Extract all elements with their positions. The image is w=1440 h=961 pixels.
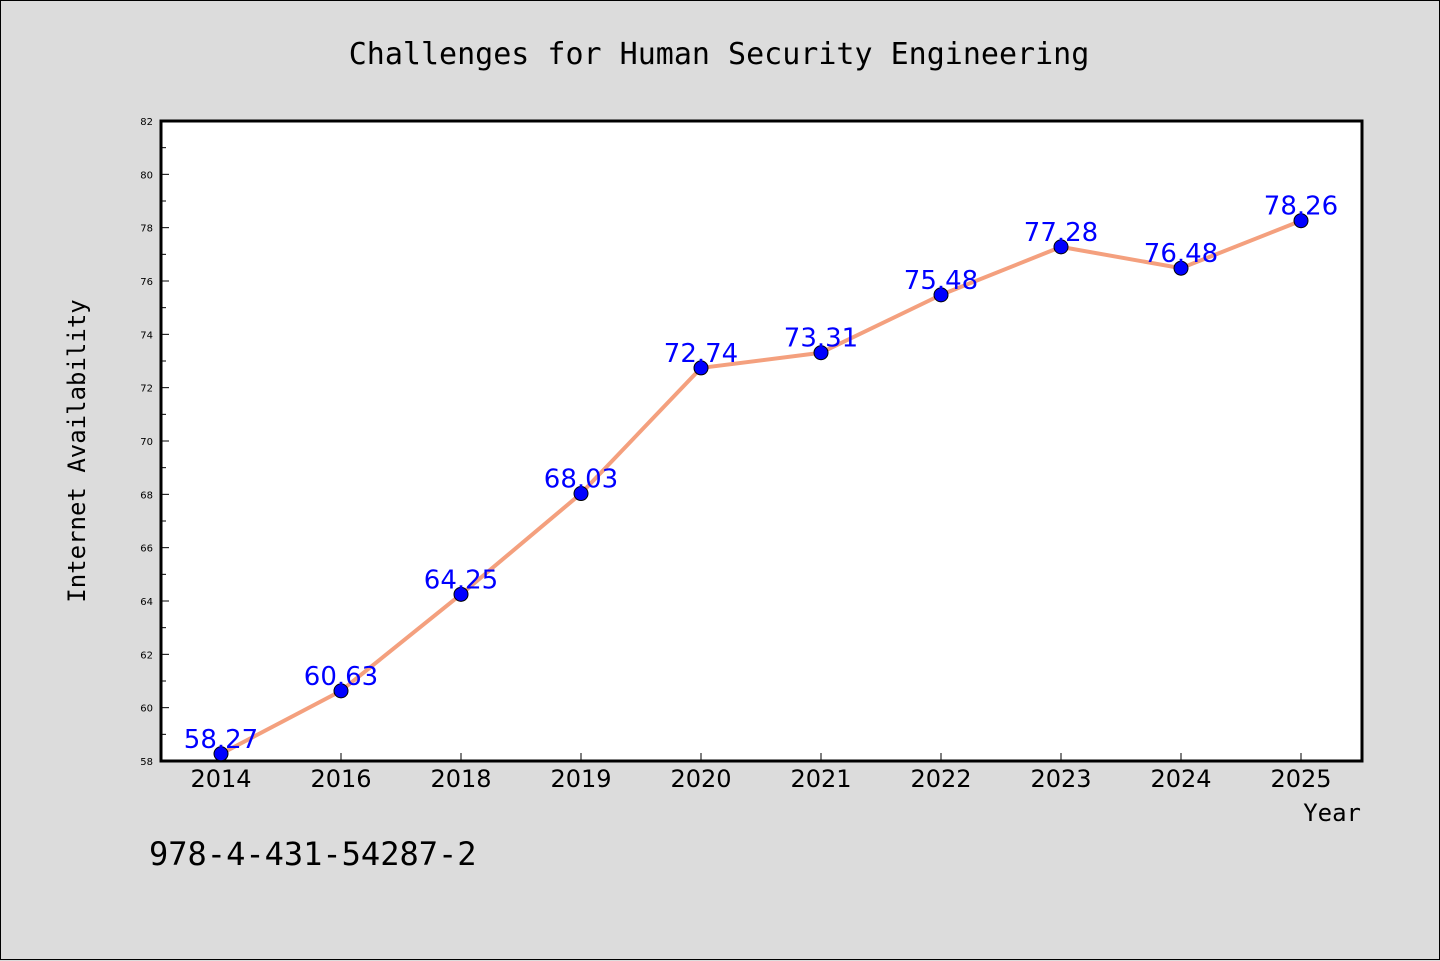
x-tick-label: 2025	[1270, 765, 1331, 793]
x-axis: 2014 2016 2018 2019 2020 2021 2022 2023 2024 2025	[190, 753, 1332, 793]
y-tick-label: 66	[140, 544, 153, 555]
x-tick-label: 2020	[670, 765, 731, 793]
data-label: 58.27	[184, 725, 258, 755]
series-markers	[213, 213, 1309, 762]
footer-code: 978-4-431-54287-2	[149, 835, 477, 873]
x-tick-label: 2023	[1030, 765, 1091, 793]
x-tick-label: 2019	[550, 765, 611, 793]
data-labels: 58.27 60.63 64.25 68.03 72.74 73.31 75.48 77.28…	[184, 192, 1338, 755]
data-label: 76.48	[1144, 239, 1218, 269]
x-axis-label: Year	[1303, 799, 1361, 827]
x-tick-label: 2014	[190, 765, 251, 793]
x-tick-label: 2024	[1150, 765, 1211, 793]
plot-area	[159, 119, 1364, 763]
x-tick-label: 2022	[910, 765, 971, 793]
data-point	[213, 746, 229, 762]
y-tick-label: 80	[140, 170, 153, 181]
data-label: 72.74	[664, 339, 738, 369]
y-tick-label: 68	[140, 490, 153, 501]
data-label: 77.28	[1024, 218, 1098, 248]
series-polyline	[219, 218, 1303, 756]
data-label: 78.26	[1264, 192, 1338, 222]
y-axis: 58 60 62 64 66 68 70 72 74 76 78 80 82	[140, 117, 169, 768]
x-tick-label: 2018	[430, 765, 491, 793]
x-tick-label: 2016	[310, 765, 371, 793]
data-point	[1053, 239, 1069, 255]
y-axis-label: Internet Availability	[63, 299, 91, 602]
y-tick-label: 60	[140, 704, 153, 715]
data-point	[813, 345, 829, 361]
data-point	[933, 287, 949, 303]
data-point	[333, 683, 349, 699]
data-point	[573, 486, 589, 502]
data-point	[1293, 213, 1309, 229]
y-tick-label: 76	[140, 277, 153, 288]
y-tick-label: 62	[140, 650, 153, 661]
y-tick-label: 64	[140, 597, 153, 608]
series-line	[219, 218, 1303, 756]
y-tick-label: 58	[140, 757, 153, 768]
data-point	[1173, 260, 1189, 276]
data-label: 68.03	[544, 465, 618, 495]
data-label: 73.31	[784, 324, 858, 354]
y-tick-label: 78	[140, 224, 153, 235]
data-label: 64.25	[424, 565, 498, 595]
x-tick-label: 2021	[790, 765, 851, 793]
y-tick-label: 82	[140, 117, 153, 128]
data-point	[453, 586, 469, 602]
y-tick-label: 70	[140, 437, 153, 448]
y-tick-label: 72	[140, 384, 153, 395]
chart-title: Challenges for Human Security Engineerin…	[349, 37, 1090, 72]
data-label: 60.63	[304, 662, 378, 692]
data-label: 75.48	[904, 266, 978, 296]
y-tick-label: 74	[140, 330, 153, 341]
data-point	[693, 360, 709, 376]
